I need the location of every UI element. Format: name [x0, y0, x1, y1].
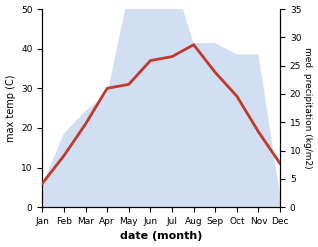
X-axis label: date (month): date (month): [120, 231, 203, 242]
Y-axis label: med. precipitation (kg/m2): med. precipitation (kg/m2): [303, 47, 313, 169]
Y-axis label: max temp (C): max temp (C): [5, 74, 16, 142]
